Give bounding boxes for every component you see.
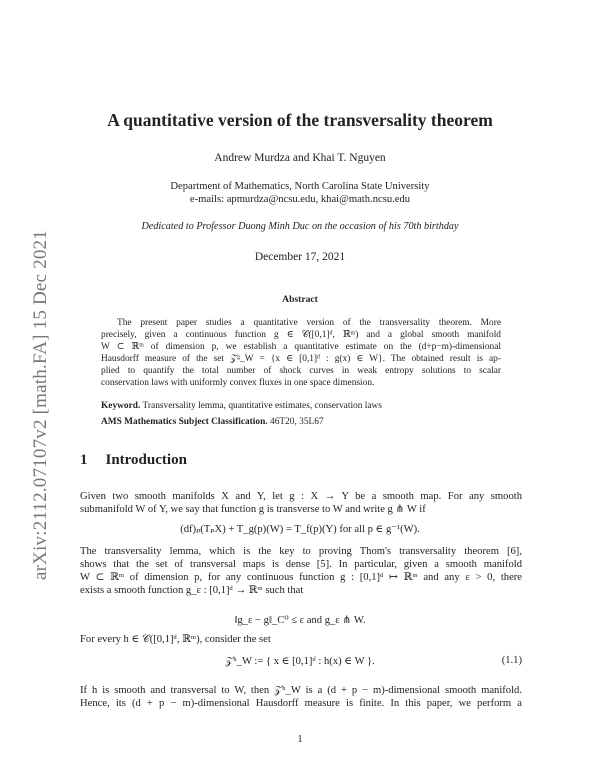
equation: 𝒵ʰ_W := { x ∈ [0,1]ᵈ : h(x) ∈ W }. [225, 656, 375, 667]
abstract-line: W ⊂ ℝᵐ of dimension p, we establish a qu… [101, 342, 501, 352]
equation: (df)ₚ(TₚX) + T_g(p)(W) = T_f(p)(Y) for a… [180, 524, 420, 535]
section-heading: 1 Introduction [80, 452, 187, 469]
abstract-line: conservation laws with uniformly convex … [101, 378, 375, 388]
body-line: If h is smooth and transversal to W, the… [80, 685, 522, 696]
affiliation: Department of Mathematics, North Carolin… [170, 181, 430, 192]
abstract-line: Hausdorff measure of the set 𝒵ᵍ_W = {x ∈… [101, 354, 501, 364]
abstract-line: The present paper studies a quantitative… [117, 318, 501, 328]
section-title: Introduction [105, 452, 187, 468]
body-line: exists a smooth function g_ε : [0,1]ᵈ → … [80, 585, 304, 596]
body-line: W ⊂ ℝᵐ of dimension p, for any continuou… [80, 572, 522, 583]
emails: e-mails: apmurdza@ncsu.edu, khai@math.nc… [189, 194, 411, 205]
body-line: For every h ∈ 𝒞([0,1]ᵈ, ℝᵐ), consider th… [80, 634, 271, 645]
page-number: 1 [297, 734, 303, 745]
body-line: submanifold W of Y, we say that function… [80, 504, 426, 515]
equation-number: (1.1) [501, 655, 522, 666]
ams-classification: AMS Mathematics Subject Classification. … [101, 416, 501, 428]
authors: Andrew Murdza and Khai T. Nguyen [214, 152, 386, 164]
keyword-text: Transversality lemma, quantitative estim… [142, 401, 382, 411]
paper-title: A quantitative version of the transversa… [107, 110, 493, 130]
section-number: 1 [80, 452, 88, 468]
abstract-line: plied to quantify the total number of sh… [101, 366, 501, 376]
ams-text: 46T20, 35L67 [270, 417, 324, 427]
dedication: Dedicated to Professor Duong Minh Duc on… [141, 221, 459, 232]
body-line: The transversality lemma, which is the k… [80, 546, 522, 557]
body-line: Hence, its (d + p − m)-dimensional Hausd… [80, 698, 522, 709]
date: December 17, 2021 [254, 251, 346, 263]
keyword-label: Keyword. [101, 401, 141, 411]
body-line: shows that the set of transversal maps i… [80, 559, 522, 570]
abstract-line: precisely, given a continuous function g… [101, 330, 501, 340]
abstract-heading: Abstract [282, 294, 318, 305]
body-line: Given two smooth manifolds X and Y, let … [80, 491, 522, 502]
keywords: Keyword. Transversality lemma, quantitat… [101, 400, 501, 412]
equation: ‖g_ε − g‖_C⁰ ≤ ε and g_ε ⋔ W. [234, 615, 366, 626]
ams-label: AMS Mathematics Subject Classification. [101, 417, 268, 427]
